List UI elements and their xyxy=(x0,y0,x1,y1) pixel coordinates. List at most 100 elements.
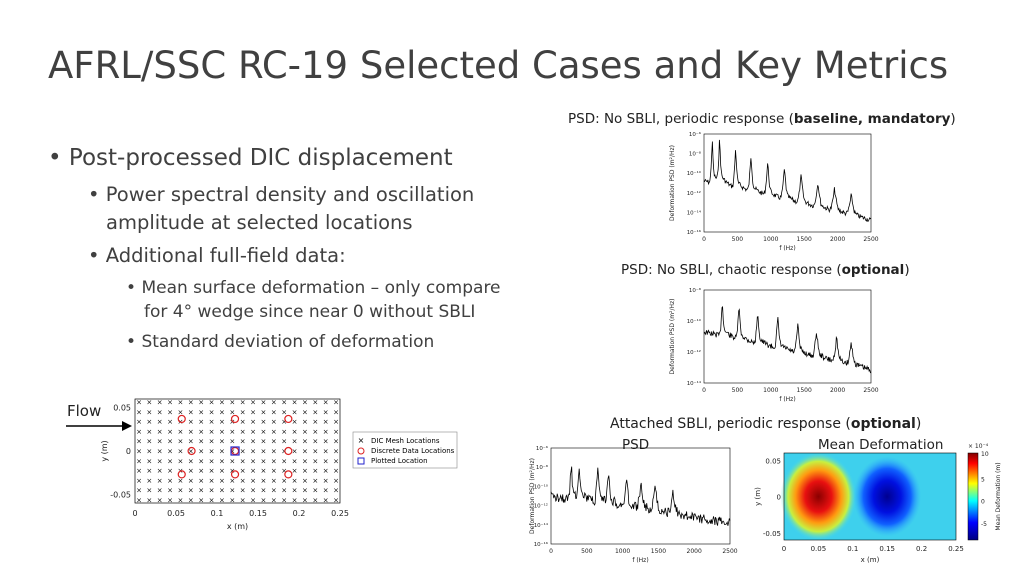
mesh-point: × xyxy=(292,438,298,446)
mesh-xtick-label: 0.2 xyxy=(293,509,306,518)
mesh-point: × xyxy=(260,438,266,446)
mesh-point: × xyxy=(302,457,308,465)
mesh-point: × xyxy=(229,467,235,475)
mesh-point: × xyxy=(260,467,266,475)
mesh-point: × xyxy=(250,448,256,456)
mesh-point: × xyxy=(271,457,277,465)
psd-periodic-chart: 0 500 1000 1500 2000 2500 10⁻⁶ 10⁻⁸ 10⁻¹⁰ 10⁻¹² 10… xyxy=(669,131,879,252)
mesh-point: × xyxy=(240,408,246,416)
mesh-point: × xyxy=(136,438,142,446)
mesh-point: × xyxy=(240,477,246,485)
psd-ylabel: Deformation PSD (m²/Hz) xyxy=(669,299,676,375)
mesh-point: × xyxy=(271,448,277,456)
mesh-point: × xyxy=(146,408,152,416)
mesh-point: × xyxy=(271,408,277,416)
mesh-point: × xyxy=(188,448,194,456)
mesh-point: × xyxy=(323,457,329,465)
discrete-data-point xyxy=(177,470,186,479)
psd-xtick-label: 1000 xyxy=(763,387,778,394)
mesh-point: × xyxy=(219,487,225,495)
discrete-data-point xyxy=(284,446,293,456)
mesh-xtick-label: 0 xyxy=(132,509,137,518)
mesh-point: × xyxy=(260,487,266,495)
flow-arrow-icon xyxy=(66,421,132,431)
psd-ylabel: Deformation PSD (m²/Hz) xyxy=(669,145,676,221)
mesh-point: × xyxy=(167,438,173,446)
mesh-point: × xyxy=(136,408,142,416)
mesh-point: × xyxy=(209,457,215,465)
mesh-point: × xyxy=(146,438,152,446)
mesh-point: × xyxy=(157,438,163,446)
psd-xtick-label: 1500 xyxy=(651,548,666,555)
caption-text: ) xyxy=(915,416,922,432)
bullet-mean-l1: • Mean surface deformation – only compar… xyxy=(126,278,501,298)
psd-ytick-label: 10⁻¹⁴ xyxy=(534,522,549,529)
mesh-point: × xyxy=(240,428,246,436)
mesh-point: × xyxy=(281,399,287,407)
mesh-point: × xyxy=(281,497,287,505)
mesh-point: × xyxy=(198,457,204,465)
heatmap-xtick-label: 0 xyxy=(782,545,786,553)
mesh-point: × xyxy=(323,487,329,495)
mesh-point: × xyxy=(229,428,235,436)
mesh-point: × xyxy=(157,467,163,475)
mesh-point: × xyxy=(229,457,235,465)
mesh-point: × xyxy=(250,418,256,426)
mesh-point: × xyxy=(188,457,194,465)
mesh-point: × xyxy=(198,487,204,495)
mesh-point: × xyxy=(188,418,194,426)
psd-xtick-label: 2000 xyxy=(830,236,845,243)
colorbar xyxy=(967,452,979,541)
mesh-point: × xyxy=(198,399,204,407)
mesh-point: × xyxy=(312,399,318,407)
mesh-point: × xyxy=(271,467,277,475)
heatmap-ytick-label: 0 xyxy=(777,494,781,502)
dic-mesh-chart: 0 0.05 0.1 0.15 0.2 0.250.050-0.05x (m)y (m) … xyxy=(100,399,458,531)
psd-plot-frame xyxy=(550,447,731,545)
mesh-point: × xyxy=(250,399,256,407)
mesh-point: × xyxy=(281,487,287,495)
mesh-xtick-label: 0.25 xyxy=(331,509,349,518)
mesh-point: × xyxy=(157,457,163,465)
mesh-point: × xyxy=(167,487,173,495)
flow-label: Flow xyxy=(67,402,102,420)
caption-bold: optional xyxy=(850,416,916,432)
mesh-point: × xyxy=(198,428,204,436)
psd-xlabel: f (Hz) xyxy=(632,557,648,564)
mesh-point: × xyxy=(302,408,308,416)
caption-psd-chaotic: PSD: No SBLI, chaotic response (optional… xyxy=(621,262,910,278)
caption-bold: baseline, mandatory xyxy=(793,111,951,127)
mesh-point: × xyxy=(333,477,339,485)
mesh-point: × xyxy=(302,497,308,505)
mesh-point: × xyxy=(292,477,298,485)
psd-ytick-label: 10⁻⁸ xyxy=(536,464,549,471)
mesh-point: × xyxy=(271,438,277,446)
psd-series-line xyxy=(703,305,872,374)
mesh-point: × xyxy=(250,487,256,495)
mesh-point: × xyxy=(229,399,235,407)
mesh-point: × xyxy=(323,408,329,416)
bullet-mean-l1-text: Mean surface deformation – only compare xyxy=(141,278,501,298)
mesh-point: × xyxy=(292,467,298,475)
mesh-point: × xyxy=(281,457,287,465)
caption-psd: PSD xyxy=(622,437,650,453)
psd-xtick-label: 0 xyxy=(702,387,706,394)
heatmap-feature-negative xyxy=(853,456,922,537)
psd-ytick-label: 10⁻¹⁴ xyxy=(687,380,702,387)
caption-psd-periodic: PSD: No SBLI, periodic response (baselin… xyxy=(568,111,956,127)
psd-xlabel: f (Hz) xyxy=(779,245,795,252)
mesh-point: × xyxy=(260,457,266,465)
mesh-point: × xyxy=(333,418,339,426)
mesh-point: × xyxy=(157,408,163,416)
discrete-data-point xyxy=(177,414,186,424)
mesh-point: × xyxy=(292,487,298,495)
mesh-point: × xyxy=(146,457,152,465)
bullet-dic-text: Post-processed DIC displacement xyxy=(68,145,453,171)
mesh-point: × xyxy=(188,408,194,416)
mesh-legend: × DIC Mesh Locations Discrete Data Locat… xyxy=(352,431,458,469)
psd-ytick-label: 10⁻¹⁶ xyxy=(687,229,702,236)
mesh-point: × xyxy=(260,497,266,505)
mesh-xlabel: x (m) xyxy=(227,522,248,531)
psd-plot-frame xyxy=(703,289,872,384)
mesh-point: × xyxy=(219,428,225,436)
